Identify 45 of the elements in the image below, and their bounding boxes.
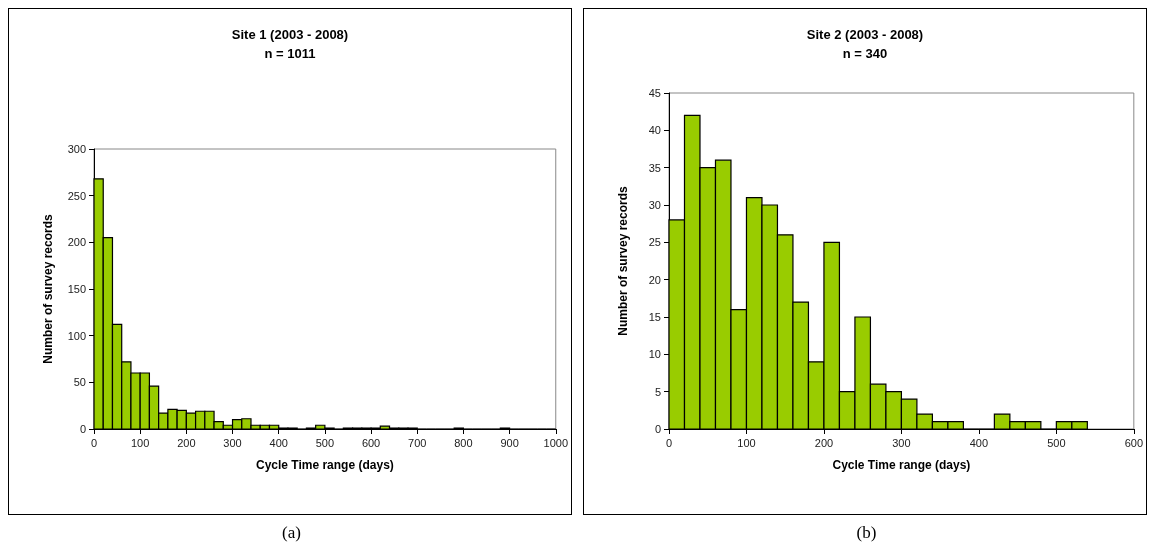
- x-tick-label: 200: [814, 436, 834, 449]
- x-tick-label: 400: [269, 436, 288, 449]
- x-tick-label: 500: [1047, 436, 1066, 449]
- y-tick-label: 45: [648, 87, 661, 99]
- y-tick-label: 0: [79, 423, 86, 435]
- x-tick-label: 700: [408, 436, 427, 449]
- y-tick-label: 40: [648, 124, 661, 137]
- y-tick-label: 35: [648, 161, 661, 174]
- x-tick-label: 900: [500, 436, 519, 449]
- x-tick-label: 300: [892, 436, 911, 449]
- x-tick-label: 100: [131, 436, 150, 449]
- x-tick-label: 800: [454, 436, 473, 449]
- x-tick-label: 0: [90, 436, 98, 449]
- x-tick-label: 100: [737, 436, 756, 449]
- y-tick-label: 15: [648, 311, 661, 323]
- x-tick-label: 0: [665, 436, 673, 449]
- y-axis-title: Number of survey records: [41, 213, 55, 364]
- chart-title: Site 2 (2003 - 2008): [806, 27, 924, 42]
- x-tick-label: 1000: [543, 436, 569, 449]
- x-tick-label: 300: [223, 436, 242, 449]
- y-tick-label: 10: [648, 348, 661, 361]
- y-tick-label: 150: [67, 283, 86, 295]
- y-tick-label: 300: [67, 143, 86, 155]
- chart-subtitle: n = 340: [842, 46, 888, 61]
- x-axis-title: Cycle Time range (days): [832, 458, 971, 472]
- x-tick-label: 400: [969, 436, 989, 449]
- y-tick-label: 50: [73, 376, 86, 389]
- text: (b): [855, 523, 878, 543]
- y-tick-label: 0: [654, 423, 661, 435]
- chart-subtitle: n = 1011: [264, 46, 316, 61]
- chart-title: Site 1 (2003 - 2008): [231, 27, 349, 42]
- y-tick-label: 5: [654, 385, 661, 398]
- y-tick-label: 30: [648, 199, 661, 211]
- y-tick-label: 250: [67, 189, 86, 202]
- y-tick-label: 25: [648, 236, 661, 249]
- y-tick-label: 200: [67, 236, 86, 249]
- x-tick-label: 200: [177, 436, 196, 449]
- y-axis-title: Number of survey records: [616, 185, 630, 336]
- text: (a): [281, 523, 302, 543]
- x-tick-label: 600: [1124, 436, 1143, 449]
- x-tick-label: 600: [361, 436, 381, 449]
- y-tick-label: 20: [648, 273, 661, 286]
- x-axis-title: Cycle Time range (days): [255, 458, 394, 472]
- y-tick-label: 100: [67, 329, 86, 342]
- x-tick-label: 500: [315, 436, 335, 449]
